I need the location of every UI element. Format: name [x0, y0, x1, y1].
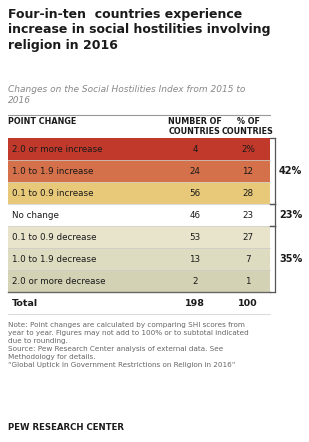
Text: 23%: 23%: [279, 210, 302, 220]
Text: Changes on the Social Hostilities Index from 2015 to
2016: Changes on the Social Hostilities Index …: [8, 85, 245, 105]
Text: % OF
COUNTRIES: % OF COUNTRIES: [222, 117, 274, 137]
Text: 24: 24: [189, 167, 201, 175]
Text: Four-in-ten  countries experience
increase in social hostilities involving
relig: Four-in-ten countries experience increas…: [8, 8, 270, 52]
Bar: [8, 248, 270, 270]
Text: No change: No change: [12, 210, 59, 220]
Text: 27: 27: [243, 232, 254, 241]
Text: NUMBER OF
COUNTRIES: NUMBER OF COUNTRIES: [168, 117, 222, 137]
Text: 1.0 to 1.9 decrease: 1.0 to 1.9 decrease: [12, 255, 96, 263]
Text: 23: 23: [243, 210, 254, 220]
Text: 42%: 42%: [279, 166, 302, 176]
Bar: [8, 226, 270, 248]
Text: 1.0 to 1.9 increase: 1.0 to 1.9 increase: [12, 167, 93, 175]
Text: 46: 46: [189, 210, 201, 220]
Text: Total: Total: [12, 298, 38, 308]
Text: 100: 100: [238, 298, 258, 308]
Text: 1: 1: [245, 277, 251, 286]
Text: 56: 56: [189, 188, 201, 198]
Bar: [8, 160, 270, 182]
Text: 0.1 to 0.9 increase: 0.1 to 0.9 increase: [12, 188, 94, 198]
Text: 7: 7: [245, 255, 251, 263]
Text: 198: 198: [185, 298, 205, 308]
Text: 12: 12: [243, 167, 253, 175]
Text: 2: 2: [192, 277, 198, 286]
Text: 2.0 or more decrease: 2.0 or more decrease: [12, 277, 105, 286]
Text: 2.0 or more increase: 2.0 or more increase: [12, 145, 103, 153]
Text: 4: 4: [192, 145, 198, 153]
Text: Note: Point changes are calculated by comparing SHI scores from
year to year. Fi: Note: Point changes are calculated by co…: [8, 322, 249, 368]
Text: POINT CHANGE: POINT CHANGE: [8, 117, 76, 126]
Bar: [8, 270, 270, 292]
Text: 53: 53: [189, 232, 201, 241]
Text: 2%: 2%: [241, 145, 255, 153]
Bar: [8, 182, 270, 204]
Text: 28: 28: [243, 188, 254, 198]
Text: 0.1 to 0.9 decrease: 0.1 to 0.9 decrease: [12, 232, 96, 241]
Text: 13: 13: [189, 255, 201, 263]
Text: PEW RESEARCH CENTER: PEW RESEARCH CENTER: [8, 423, 124, 432]
Bar: [8, 138, 270, 160]
Text: 35%: 35%: [279, 254, 302, 264]
